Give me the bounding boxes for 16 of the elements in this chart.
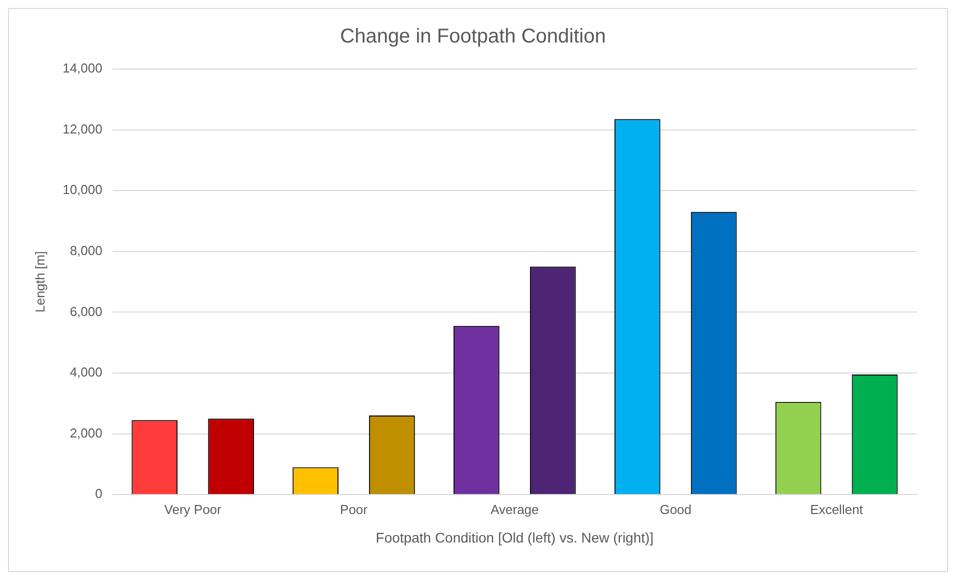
y-tick-label: 4,000 <box>70 364 102 380</box>
y-tick-label: 14,000 <box>62 60 102 76</box>
x-axis-title: Footpath Condition [Old (left) vs. New (right)] <box>376 529 654 546</box>
x-tick-label: Average <box>490 502 539 517</box>
y-tick-label: 6,000 <box>70 304 102 319</box>
x-tick-label: Good <box>660 502 692 517</box>
y-tick-label: 10,000 <box>62 182 102 198</box>
x-tick-label: Excellent <box>810 502 864 517</box>
y-tick-label: 12,000 <box>62 121 102 136</box>
y-tick-label: 2,000 <box>70 425 102 440</box>
x-tick-label: Very Poor <box>164 502 222 517</box>
x-tick-label: Poor <box>340 502 368 517</box>
y-tick-label: 8,000 <box>70 242 102 258</box>
y-tick-label: 0 <box>95 486 102 502</box>
y-axis-title: Length [m] <box>32 251 48 313</box>
chart-title: Change in Footpath Condition <box>340 26 606 48</box>
